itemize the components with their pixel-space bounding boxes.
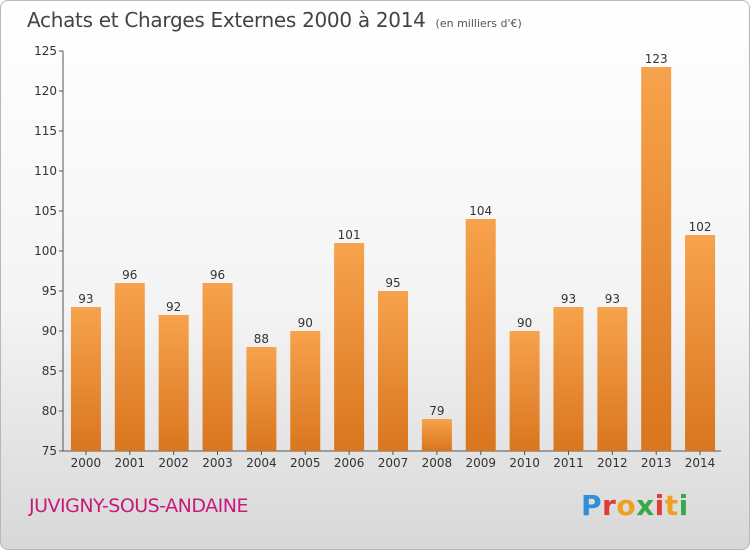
data-label-2003: 96: [210, 268, 225, 282]
y-tick-label: 90: [42, 324, 57, 338]
y-axis: 75 80 85 90 95 100 105 110 115 120 125: [34, 44, 64, 458]
bar-2012: [597, 307, 628, 451]
proxiti-logo: Proxiti: [581, 489, 689, 522]
bar-2005: [290, 331, 321, 451]
bar-2007: [378, 291, 408, 451]
x-tick-label-2003: 2003: [202, 456, 233, 470]
y-tick-label: 120: [34, 84, 57, 98]
x-tick-label-2012: 2012: [597, 456, 628, 470]
bar-2008: [421, 419, 452, 451]
x-tick-label-2009: 2009: [465, 456, 496, 470]
x-tick-label-2000: 2000: [71, 456, 102, 470]
logo-letter: i: [654, 489, 665, 522]
bar-2000: [70, 307, 101, 451]
logo-letter: x: [636, 489, 655, 522]
bar-2006: [334, 243, 365, 451]
y-tick-label: 75: [42, 444, 57, 458]
chart-unit: (en milliers d'€): [435, 17, 522, 30]
chart-title: Achats et Charges Externes 2000 à 2014 (e…: [27, 8, 522, 32]
logo-letter: r: [602, 489, 617, 522]
x-tick-label-2002: 2002: [158, 456, 189, 470]
x-axis: 2000 2001 2002 2003 2004 2005 2006 2007 2008 2009…: [63, 450, 721, 470]
bar-2004: [246, 347, 277, 451]
y-tick-label: 85: [42, 364, 57, 378]
chart-title-text: Achats et Charges Externes 2000 à 2014: [27, 8, 426, 32]
x-tick-label-2004: 2004: [246, 456, 277, 470]
data-labels: 93 96 92 96 88 90 101 95 79 104 90 93 93 123 102: [78, 52, 711, 418]
bar-2014: [685, 235, 716, 451]
logo-letter: i: [678, 489, 689, 522]
data-label-2009: 104: [469, 204, 492, 218]
y-tick-label: 115: [34, 124, 57, 138]
data-label-2012: 93: [605, 292, 620, 306]
bar-2002: [158, 315, 189, 451]
x-tick-label-2001: 2001: [115, 456, 146, 470]
x-tick-label-2013: 2013: [641, 456, 672, 470]
data-label-2011: 93: [561, 292, 576, 306]
data-label-2004: 88: [254, 332, 269, 346]
y-tick-label: 100: [34, 244, 57, 258]
y-tick-label: 95: [42, 284, 57, 298]
x-tick-label-2008: 2008: [422, 456, 453, 470]
bar-2010: [509, 331, 540, 451]
data-label-2007: 95: [385, 276, 400, 290]
x-tick-label-2011: 2011: [553, 456, 584, 470]
x-tick-label-2005: 2005: [290, 456, 321, 470]
x-tick-label-2007: 2007: [378, 456, 409, 470]
data-label-2005: 90: [298, 316, 313, 330]
x-tick-label-2006: 2006: [334, 456, 365, 470]
data-label-2000: 93: [78, 292, 93, 306]
logo-letter: o: [616, 489, 637, 522]
x-tick-label-2014: 2014: [685, 456, 716, 470]
y-tick-label: 125: [34, 44, 57, 58]
data-label-2002: 92: [166, 300, 181, 314]
bar-2011: [553, 307, 584, 451]
bar-2009: [465, 219, 496, 451]
bar-2001: [114, 283, 145, 451]
logo-letter: t: [664, 489, 679, 522]
bars: [70, 67, 716, 451]
y-tick-label: 80: [42, 404, 57, 418]
bar-2013: [641, 67, 672, 451]
y-tick-label: 105: [34, 204, 57, 218]
data-label-2013: 123: [645, 52, 668, 66]
data-label-2010: 90: [517, 316, 532, 330]
bar-2003: [202, 283, 233, 451]
city-name: JUVIGNY-SOUS-ANDAINE: [29, 495, 249, 517]
logo-letter: P: [581, 489, 603, 522]
x-tick-label-2010: 2010: [509, 456, 540, 470]
data-label-2008: 79: [429, 404, 444, 418]
data-label-2014: 102: [689, 220, 712, 234]
data-label-2001: 96: [122, 268, 137, 282]
y-tick-label: 110: [34, 164, 57, 178]
data-label-2006: 101: [338, 228, 361, 242]
